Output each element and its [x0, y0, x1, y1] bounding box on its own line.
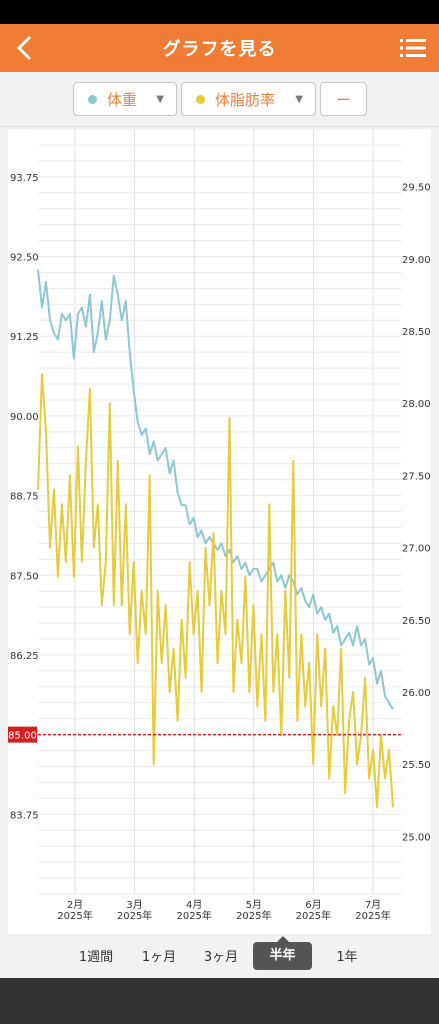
x-tick-month-label: 5月	[246, 899, 262, 911]
active-tab-pointer	[276, 936, 290, 943]
status-bar	[0, 0, 439, 24]
list-icon[interactable]	[395, 30, 431, 66]
third-series-label: ー	[335, 90, 351, 109]
x-tick-month-label: 7月	[365, 899, 381, 911]
x-tick-month-label: 6月	[305, 899, 321, 911]
tab-half-year[interactable]: 半年	[253, 942, 312, 970]
weight-series-line	[37, 269, 394, 710]
left-axis-tick-label: 88.75	[10, 492, 39, 503]
x-tick-year-label: 2025年	[355, 909, 390, 922]
left-axis-tick-label: 91.25	[10, 332, 39, 343]
weight-bodyfat-chart: 2月2025年3月2025年4月2025年5月2025年6月2025年7月202…	[8, 128, 431, 922]
body-fat-selector-label: 体脂肪率	[215, 90, 276, 109]
left-axis-tick-label: 92.50	[10, 253, 39, 264]
chevron-left-icon[interactable]	[8, 30, 44, 66]
right-axis-tick-label: 26.50	[402, 616, 431, 627]
tab-1-month[interactable]: 1ヶ月	[141, 950, 177, 965]
left-axis-tick-label: 86.25	[10, 651, 39, 662]
left-axis-tick-label: 83.75	[10, 810, 39, 821]
tab-1-year[interactable]: 1年	[336, 950, 358, 965]
target-value-label: 85.00	[8, 731, 37, 742]
caret-down-icon: ▼	[156, 94, 164, 105]
x-tick-year-label: 2025年	[236, 909, 271, 922]
right-axis-tick-label: 28.50	[402, 327, 431, 338]
right-axis-tick-label: 28.00	[402, 399, 431, 410]
x-tick-month-label: 3月	[126, 899, 142, 911]
body-fat-dot-icon	[196, 94, 205, 104]
body-fat-selector[interactable]: 体脂肪率 ▼	[181, 82, 316, 116]
series-selector-bar: 体重 ▼ 体脂肪率 ▼ ー	[0, 72, 439, 127]
tab-3-months[interactable]: 3ヶ月	[203, 950, 239, 965]
x-tick-year-label: 2025年	[117, 909, 152, 922]
right-axis-tick-label: 29.00	[402, 255, 431, 266]
period-tabs: 1週間 1ヶ月 3ヶ月 半年 1年	[0, 934, 439, 978]
tab-1-week[interactable]: 1週間	[78, 950, 114, 965]
x-tick-year-label: 2025年	[57, 909, 92, 922]
right-axis-tick-label: 26.00	[402, 688, 431, 699]
right-axis-tick-label: 25.50	[402, 760, 431, 771]
target-value-badge	[8, 726, 37, 743]
body-fat-series-line	[37, 373, 394, 809]
left-axis-tick-label: 93.75	[10, 173, 39, 184]
right-axis-tick-label: 25.00	[402, 832, 431, 843]
x-tick-month-label: 2月	[67, 899, 83, 911]
caret-down-icon: ▼	[295, 94, 303, 105]
chart-panel: 2月 2025年 3月 2025年 4月 2025年 5月 2025年 6月 2025年 7月 202…	[8, 128, 431, 934]
third-series-selector[interactable]: ー	[320, 82, 367, 116]
app-header: グラフを見る	[0, 24, 439, 72]
right-axis-tick-label: 27.00	[402, 544, 431, 555]
weight-selector[interactable]: 体重 ▼	[73, 82, 177, 116]
x-tick-year-label: 2025年	[296, 909, 331, 922]
weight-selector-label: 体重	[107, 90, 138, 109]
system-nav-bar	[0, 978, 439, 1024]
left-axis-tick-label: 87.50	[10, 571, 39, 582]
page-title: グラフを見る	[162, 39, 277, 60]
x-tick-month-label: 4月	[186, 899, 202, 911]
x-tick-year-label: 2025年	[176, 909, 211, 922]
left-axis-tick-label: 90.00	[10, 412, 39, 423]
weight-dot-icon	[88, 94, 97, 104]
right-axis-tick-label: 27.50	[402, 471, 431, 482]
right-axis-tick-label: 29.50	[402, 183, 431, 194]
